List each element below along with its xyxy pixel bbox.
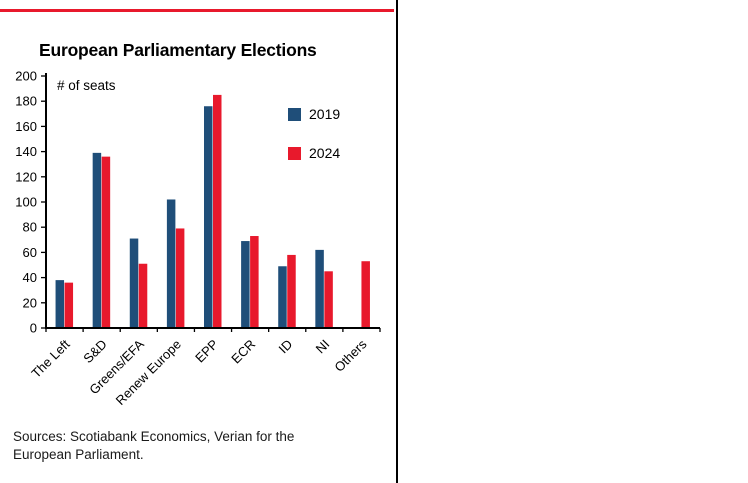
y-axis-units-label: # of seats <box>57 78 116 93</box>
legend-swatch-2024 <box>288 146 301 160</box>
svg-text:60: 60 <box>23 245 37 260</box>
svg-text:ECR: ECR <box>228 337 258 367</box>
legend-swatch-2019 <box>288 107 301 121</box>
svg-text:180: 180 <box>15 94 37 109</box>
svg-text:160: 160 <box>15 119 37 134</box>
svg-text:S&D: S&D <box>80 337 110 367</box>
legend-item-2024: 2024 <box>288 145 340 161</box>
svg-text:Others: Others <box>331 336 370 375</box>
svg-text:80: 80 <box>23 220 37 235</box>
svg-text:40: 40 <box>23 270 37 285</box>
svg-text:20: 20 <box>23 295 37 310</box>
svg-text:The Left: The Left <box>28 336 73 381</box>
chart-panel: European Parliamentary Elections # of se… <box>0 9 394 462</box>
svg-text:EPP: EPP <box>192 337 221 366</box>
vertical-divider <box>396 0 398 483</box>
svg-text:120: 120 <box>15 169 37 184</box>
svg-text:140: 140 <box>15 144 37 159</box>
svg-text:0: 0 <box>30 321 37 336</box>
chart-title: European Parliamentary Elections <box>39 40 317 60</box>
chart-legend: 2019 2024 <box>288 106 340 161</box>
svg-text:100: 100 <box>15 195 37 210</box>
top-red-rule <box>0 9 394 12</box>
svg-text:200: 200 <box>15 70 37 84</box>
legend-label-2019: 2019 <box>309 106 341 122</box>
svg-text:NI: NI <box>313 337 333 357</box>
svg-text:ID: ID <box>276 337 296 357</box>
source-note: Sources: Scotiabank Economics, Verian fo… <box>13 429 295 462</box>
svg-text:Renew Europe: Renew Europe <box>113 337 184 408</box>
legend-label-2024: 2024 <box>309 145 341 161</box>
legend-item-2019: 2019 <box>288 106 340 122</box>
